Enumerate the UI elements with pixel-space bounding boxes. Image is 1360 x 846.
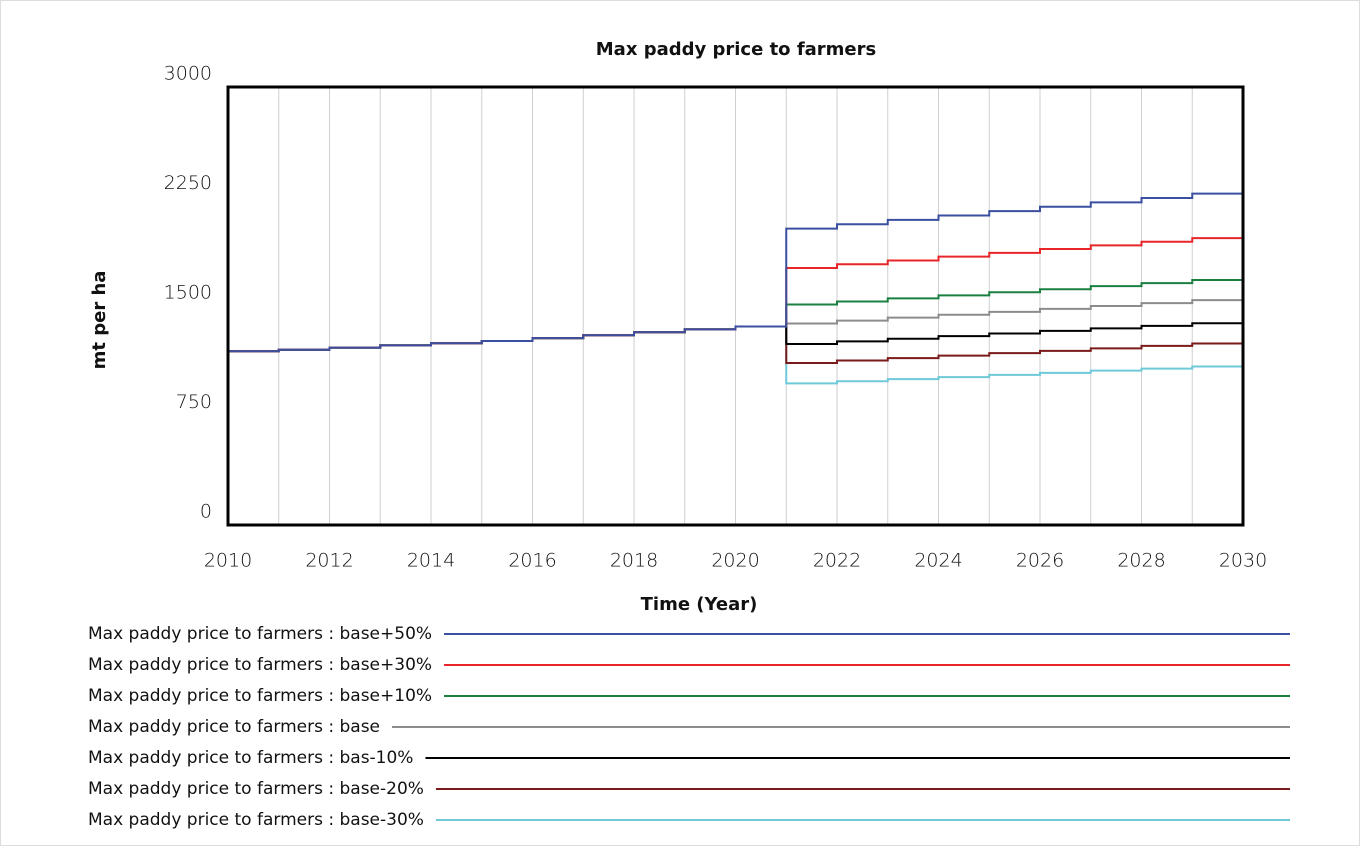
- x-tick-label: 2014: [407, 550, 455, 572]
- y-axis-label: mt per ha: [89, 271, 110, 370]
- y-tick-label: 3000: [164, 63, 212, 85]
- legend-label: Max paddy price to farmers : base+30%: [88, 655, 432, 675]
- y-tick-label: 0: [200, 501, 212, 523]
- y-tick-label: 750: [176, 391, 212, 413]
- x-tick-label: 2010: [204, 550, 252, 572]
- plot-border: [226, 85, 1245, 527]
- x-tick-label: 2018: [610, 550, 658, 572]
- x-tick-label: 2016: [508, 550, 556, 572]
- x-tick-label: 2030: [1219, 550, 1267, 572]
- legend-label: Max paddy price to farmers : base: [88, 717, 380, 737]
- x-tick-label: 2012: [305, 550, 353, 572]
- legend-label: Max paddy price to farmers : base+10%: [88, 686, 432, 706]
- x-tick-label: 2020: [711, 550, 759, 572]
- legend-label: Max paddy price to farmers : bas-10%: [88, 748, 413, 768]
- y-tick-label: 2250: [164, 172, 212, 194]
- legend-label: Max paddy price to farmers : base-30%: [88, 810, 424, 830]
- legend-label: Max paddy price to farmers : base-20%: [88, 779, 424, 799]
- y-tick-label: 1500: [164, 282, 212, 304]
- x-axis-label: Time (Year): [641, 594, 758, 615]
- x-tick-label: 2028: [1117, 550, 1165, 572]
- legend-label: Max paddy price to farmers : base+50%: [88, 624, 432, 644]
- x-tick-label: 2022: [813, 550, 861, 572]
- x-tick-label: 2026: [1016, 550, 1064, 572]
- chart-title: Max paddy price to farmers: [596, 39, 876, 60]
- x-tick-label: 2024: [914, 550, 962, 572]
- series-line: [228, 189, 1244, 353]
